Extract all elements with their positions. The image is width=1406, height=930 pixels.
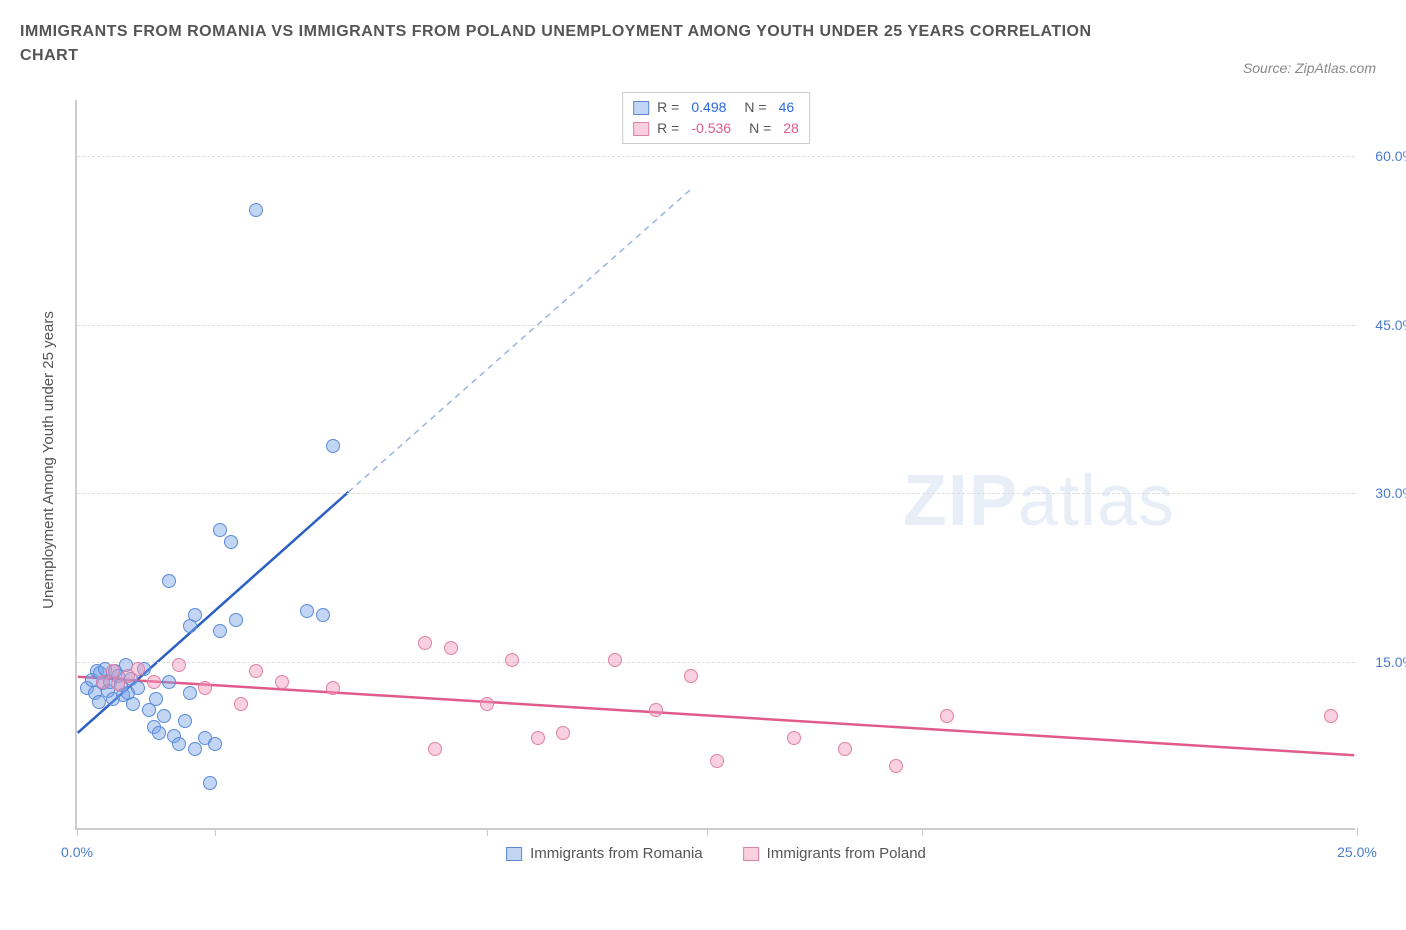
data-point — [940, 709, 954, 723]
data-point — [188, 608, 202, 622]
data-point — [249, 203, 263, 217]
data-point — [96, 675, 110, 689]
data-point — [92, 695, 106, 709]
trend-lines — [77, 100, 1355, 828]
y-tick-label: 60.0% — [1375, 148, 1406, 164]
data-point — [172, 737, 186, 751]
data-point — [162, 574, 176, 588]
r-label: R = — [657, 118, 679, 139]
data-point — [188, 742, 202, 756]
n-label: N = — [744, 97, 766, 118]
data-point — [326, 681, 340, 695]
swatch-poland — [633, 122, 649, 136]
source-label: Source: ZipAtlas.com — [1243, 60, 1376, 76]
chart-title: IMMIGRANTS FROM ROMANIA VS IMMIGRANTS FR… — [20, 20, 1140, 68]
data-point — [131, 662, 145, 676]
data-point — [531, 731, 545, 745]
data-point — [556, 726, 570, 740]
data-point — [326, 439, 340, 453]
data-point — [608, 653, 622, 667]
data-point — [316, 608, 330, 622]
data-point — [234, 697, 248, 711]
data-point — [172, 658, 186, 672]
r-label: R = — [657, 97, 679, 118]
data-point — [428, 742, 442, 756]
n-label: N = — [749, 118, 771, 139]
data-point — [152, 726, 166, 740]
bottom-legend: Immigrants from Romania Immigrants from … — [506, 845, 926, 862]
grid-line — [77, 325, 1355, 326]
data-point — [649, 703, 663, 717]
legend-label-poland: Immigrants from Poland — [767, 845, 926, 862]
data-point — [1324, 709, 1338, 723]
data-point — [213, 624, 227, 638]
data-point — [157, 709, 171, 723]
data-point — [300, 604, 314, 618]
data-point — [505, 653, 519, 667]
data-point — [208, 737, 222, 751]
data-point — [106, 664, 120, 678]
data-point — [224, 535, 238, 549]
y-tick-label: 30.0% — [1375, 485, 1406, 501]
data-point — [229, 613, 243, 627]
data-point — [149, 692, 163, 706]
data-point — [418, 636, 432, 650]
legend-item-poland: Immigrants from Poland — [743, 845, 926, 862]
n-value-poland: 28 — [783, 118, 799, 139]
y-tick-label: 15.0% — [1375, 654, 1406, 670]
grid-line — [77, 156, 1355, 157]
legend-item-romania: Immigrants from Romania — [506, 845, 703, 862]
data-point — [684, 669, 698, 683]
data-point — [480, 697, 494, 711]
chart-container: IMMIGRANTS FROM ROMANIA VS IMMIGRANTS FR… — [20, 20, 1386, 910]
plot-area: ZIPatlas R = 0.498 N = 46 R = -0.536 N =… — [75, 100, 1355, 830]
x-tick — [1357, 828, 1358, 836]
y-axis-label: Unemployment Among Youth under 25 years — [40, 311, 57, 609]
data-point — [147, 675, 161, 689]
data-point — [131, 681, 145, 695]
grid-line — [77, 493, 1355, 494]
swatch-romania-icon — [506, 847, 522, 861]
data-point — [444, 641, 458, 655]
stats-box: R = 0.498 N = 46 R = -0.536 N = 28 — [622, 92, 810, 144]
data-point — [838, 742, 852, 756]
grid-line — [77, 662, 1355, 663]
r-value-poland: -0.536 — [691, 118, 731, 139]
r-value-romania: 0.498 — [691, 97, 726, 118]
stats-row-romania: R = 0.498 N = 46 — [633, 97, 799, 118]
swatch-poland-icon — [743, 847, 759, 861]
legend-label-romania: Immigrants from Romania — [530, 845, 703, 862]
data-point — [275, 675, 289, 689]
n-value-romania: 46 — [779, 97, 795, 118]
x-tick-label: 25.0% — [1337, 844, 1377, 860]
data-point — [198, 681, 212, 695]
data-point — [162, 675, 176, 689]
data-point — [710, 754, 724, 768]
x-tick-label: 0.0% — [61, 844, 93, 860]
x-tick — [77, 828, 78, 836]
x-tick — [707, 828, 708, 836]
data-point — [203, 776, 217, 790]
data-point — [126, 697, 140, 711]
stats-row-poland: R = -0.536 N = 28 — [633, 118, 799, 139]
x-tick — [215, 828, 216, 836]
data-point — [178, 714, 192, 728]
data-point — [249, 664, 263, 678]
data-point — [889, 759, 903, 773]
x-tick — [922, 828, 923, 836]
data-point — [787, 731, 801, 745]
data-point — [183, 686, 197, 700]
swatch-romania — [633, 101, 649, 115]
y-tick-label: 45.0% — [1375, 317, 1406, 333]
x-tick — [487, 828, 488, 836]
